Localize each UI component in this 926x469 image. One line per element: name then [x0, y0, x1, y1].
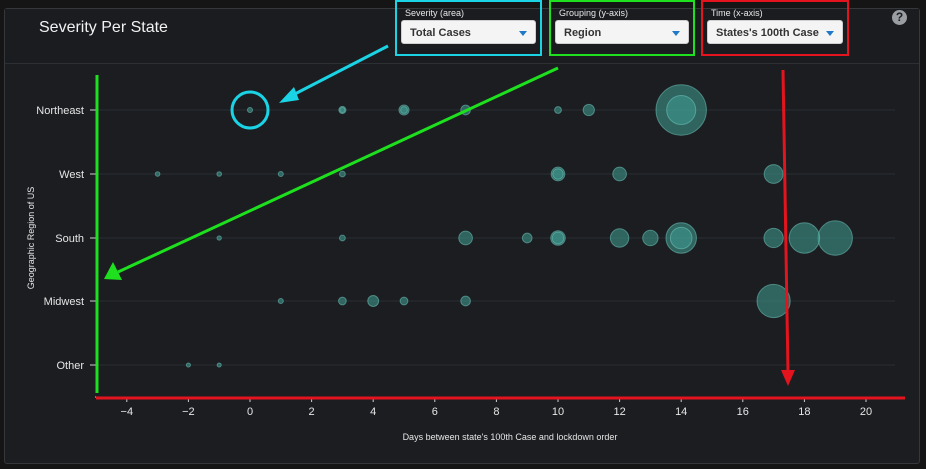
x-tick-label: 6 [432, 406, 438, 418]
x-tick-label: 10 [552, 406, 564, 418]
annotation-arrow-red [781, 69, 790, 373]
bubble [399, 296, 409, 306]
x-tick-label: 0 [247, 406, 253, 418]
y-tick-label: South [55, 233, 84, 245]
bubble [788, 222, 821, 254]
bubble [458, 230, 473, 246]
time-select[interactable]: States's 100th Case [707, 20, 843, 44]
bubble [554, 106, 562, 114]
bubble [339, 106, 346, 114]
grouping-label: Grouping (y-axis) [559, 8, 629, 18]
bubble [552, 168, 564, 180]
time-value: States's 100th Case [716, 27, 819, 39]
x-tick-label: −4 [121, 406, 134, 418]
bubble [521, 232, 533, 244]
y-axis-title: Geographic Region of US [26, 187, 36, 290]
dropdown-caret-icon [826, 31, 834, 36]
chart-title: Severity Per State [39, 19, 168, 36]
arrow-head-icon [279, 87, 299, 103]
bubble [612, 166, 627, 182]
x-tick-label: 16 [737, 406, 749, 418]
arrow-head-icon [781, 370, 795, 386]
severity-select[interactable]: Total Cases [401, 20, 536, 44]
bubble [277, 170, 284, 178]
grouping-select[interactable]: Region [555, 20, 689, 44]
severity-value: Total Cases [410, 27, 471, 39]
grouping-control: Grouping (y-axis) Region [549, 0, 695, 56]
y-tick-label: Midwest [44, 296, 84, 308]
arrow-head-icon [104, 262, 122, 280]
annotation-circle [230, 90, 270, 130]
bubble [582, 103, 595, 117]
bubble [666, 94, 697, 126]
bubbles-layer [154, 84, 853, 368]
grouping-value: Region [564, 27, 602, 39]
x-tick-label: 20 [860, 406, 872, 418]
bubble [642, 229, 659, 247]
bubble [669, 226, 693, 250]
bubble [551, 231, 565, 245]
bubble [338, 234, 346, 242]
bubble [460, 295, 471, 307]
bubble [763, 164, 784, 184]
x-tick-label: −2 [182, 406, 195, 418]
annotation-arrow-cyan [288, 44, 389, 99]
x-axis-title: Days between state's 100th Case and lock… [403, 432, 618, 442]
question-circle-icon[interactable]: ? [892, 10, 907, 25]
annotation-arrow-green [117, 66, 559, 274]
x-tick-label: 14 [675, 406, 687, 418]
x-tick-label: 18 [798, 406, 810, 418]
bubble [277, 297, 284, 305]
dropdown-caret-icon [519, 31, 527, 36]
bubble [817, 220, 853, 256]
y-tick-label: Other [56, 360, 84, 372]
bubble [216, 235, 222, 241]
annotations-layer [95, 44, 905, 400]
time-label: Time (x-axis) [711, 8, 763, 18]
bubble [609, 228, 630, 248]
x-tick-label: 4 [370, 406, 376, 418]
y-tick-label: West [59, 169, 84, 181]
bubble [763, 227, 784, 249]
y-tick-label: Northeast [36, 105, 84, 117]
bubble [154, 171, 161, 177]
time-control: Time (x-axis) States's 100th Case [701, 0, 849, 56]
axes-layer: Northeast West South Midwest Other −4 −2 0 2 4 6 8 1… [26, 105, 905, 442]
bubble [367, 295, 380, 307]
x-tick-label: 8 [493, 406, 499, 418]
bubble [338, 170, 346, 178]
severity-control: Severity (area) Total Cases [395, 0, 542, 56]
x-tick-label: 2 [309, 406, 315, 418]
bubble [216, 171, 222, 177]
severity-label: Severity (area) [405, 8, 465, 18]
dropdown-caret-icon [672, 31, 680, 36]
x-tick-label: 12 [613, 406, 625, 418]
bubble [185, 362, 191, 368]
bubble [338, 296, 347, 306]
bubble [400, 106, 408, 114]
bubble [246, 106, 254, 114]
bubble [756, 283, 791, 319]
bubble [216, 362, 222, 368]
